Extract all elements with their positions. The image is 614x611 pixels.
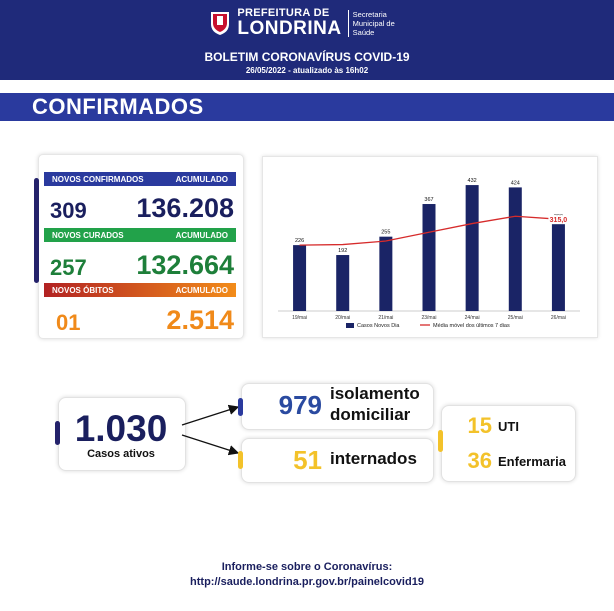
ativos-accent <box>55 421 60 445</box>
line-end-label-bg <box>548 215 569 225</box>
ativos-value: 1.030 <box>74 408 168 449</box>
legend-bar-label: Casos Novos Dia <box>357 323 400 329</box>
bar-label-19/mai: 226 <box>295 238 304 244</box>
internados-value: 51 <box>293 445 322 475</box>
bar-25/mai <box>508 187 522 311</box>
confirmados-acc: 136.208 <box>136 193 234 223</box>
bar-label-20/mai: 192 <box>338 248 347 254</box>
section-band <box>0 93 614 121</box>
obitos-acc-label: ACUMULADO <box>175 285 228 295</box>
stats-accent <box>34 178 39 283</box>
obitos-new: 01 <box>56 310 81 335</box>
bar-label-21/mai: 255 <box>381 230 390 236</box>
isolamento-accent <box>238 398 243 416</box>
city-crest-icon <box>211 12 230 35</box>
uti-value: 15 <box>467 413 492 438</box>
obitos-label: NOVOS ÓBITOS <box>52 285 114 295</box>
tick-label-23/mai: 23/mai <box>421 315 436 321</box>
legend-line-label: Média móvel dos últimos 7 dias <box>433 323 510 329</box>
ativos-label: Casos ativos <box>87 448 155 460</box>
footer-link[interactable]: http://saude.londrina.pr.gov.br/painelco… <box>190 576 424 588</box>
confirmados-label: NOVOS CONFIRMADOS <box>52 174 144 184</box>
bar-20/mai <box>336 255 350 311</box>
curados-new: 257 <box>50 255 87 280</box>
obitos-acc: 2.514 <box>166 305 234 335</box>
city-name: LONDRINA <box>237 18 342 39</box>
tick-label-26/mai: 26/mai <box>551 315 566 321</box>
cases-chart: 226 19/mai 192 20/mai 255 21/mai 367 23/mai 432 2… <box>278 178 580 329</box>
bar-label-24/mai: 432 <box>468 178 477 184</box>
isolamento-label-2: domiciliar <box>330 405 411 424</box>
uti-accent <box>438 430 443 452</box>
internados-card <box>241 438 434 483</box>
uti-label: UTI <box>498 419 519 434</box>
bar-24/mai <box>465 185 479 311</box>
isolamento-value: 979 <box>278 390 322 420</box>
curados-label: NOVOS CURADOS <box>52 230 124 240</box>
isolamento-label: isolamento domiciliar <box>330 383 420 425</box>
moving-average-line <box>299 215 559 246</box>
bulletin-date: 26/05/2022 - atualizado às 16h02 <box>245 66 369 75</box>
secretaria-label: Secretaria Municipal de Saúde <box>347 9 405 37</box>
section-title: CONFIRMADOS <box>32 94 204 119</box>
bar-21/mai <box>379 236 393 311</box>
legend-bar-swatch <box>346 323 354 328</box>
logo: PREFEITURA DE LONDRINA Secretaria Munici… <box>0 8 614 38</box>
tick-label-25/mai: 25/mai <box>508 315 523 321</box>
internados-accent <box>238 451 243 469</box>
footer-info: Informe-se sobre o Coronavírus: <box>221 561 393 573</box>
bar-19/mai <box>293 245 307 311</box>
curados-header: NOVOS CURADOS ACUMULADO <box>44 228 236 242</box>
internados-label: internados <box>330 449 417 468</box>
isolamento-label-1: isolamento <box>330 384 420 403</box>
confirmados-new: 309 <box>50 198 87 223</box>
curados-acc-label: ACUMULADO <box>175 230 228 240</box>
isolamento-card <box>241 383 434 430</box>
enfermaria-label: Enfermaria <box>498 454 566 469</box>
tick-label-21/mai: 21/mai <box>378 315 393 321</box>
confirmados-header: NOVOS CONFIRMADOS ACUMULADO <box>44 172 236 186</box>
tick-label-19/mai: 19/mai <box>292 315 307 321</box>
city-prefix: PREFEITURA DE <box>237 7 330 19</box>
arrows-icon <box>181 404 240 456</box>
bar-label-25/mai: 424 <box>511 180 520 186</box>
line-end-label: 315,0 <box>550 217 568 224</box>
bar-23/mai <box>422 204 436 311</box>
tick-label-20/mai: 20/mai <box>335 315 350 321</box>
bar-label-23/mai: 367 <box>424 197 433 203</box>
obitos-header: NOVOS ÓBITOS ACUMULADO <box>44 283 236 297</box>
header-banner <box>0 0 614 80</box>
enfermaria-value: 36 <box>467 448 492 473</box>
tick-label-24/mai: 24/mai <box>465 315 480 321</box>
confirmados-acc-label: ACUMULADO <box>175 174 228 184</box>
curados-acc: 132.664 <box>136 250 234 280</box>
bar-26/mai <box>551 220 565 311</box>
bulletin-title: BOLETIM CORONAVÍRUS COVID-19 <box>204 50 410 64</box>
